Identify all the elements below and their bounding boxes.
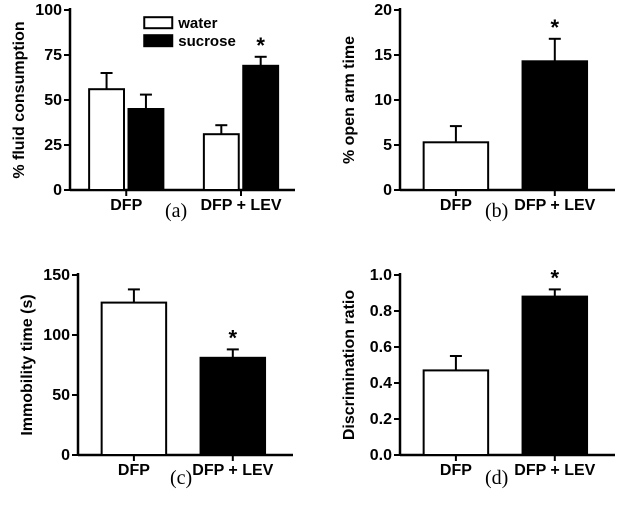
chart-d: 0.0 0.2 0.4 0.6 0.8 1.0 Discrimination ratio DF… <box>0 0 638 511</box>
svg-text:0.2: 0.2 <box>370 411 392 428</box>
svg-text:DFP + LEV: DFP + LEV <box>514 462 595 479</box>
figure-container: 0255075100% fluid consumptionDFPDFP + LE… <box>0 0 638 511</box>
svg-text:DFP: DFP <box>440 462 472 479</box>
svg-text:1.0: 1.0 <box>370 267 392 284</box>
svg-text:*: * <box>551 265 560 290</box>
svg-text:0.4: 0.4 <box>370 375 392 392</box>
svg-text:0.8: 0.8 <box>370 303 392 320</box>
panel-label-d: (d) <box>485 467 508 490</box>
svg-text:0.6: 0.6 <box>370 339 392 356</box>
svg-text:0.0: 0.0 <box>370 447 392 464</box>
svg-text:Discrimination ratio: Discrimination ratio <box>341 290 358 440</box>
panel-d: 0.0 0.2 0.4 0.6 0.8 1.0 Discrimination ratio DF… <box>0 0 638 511</box>
